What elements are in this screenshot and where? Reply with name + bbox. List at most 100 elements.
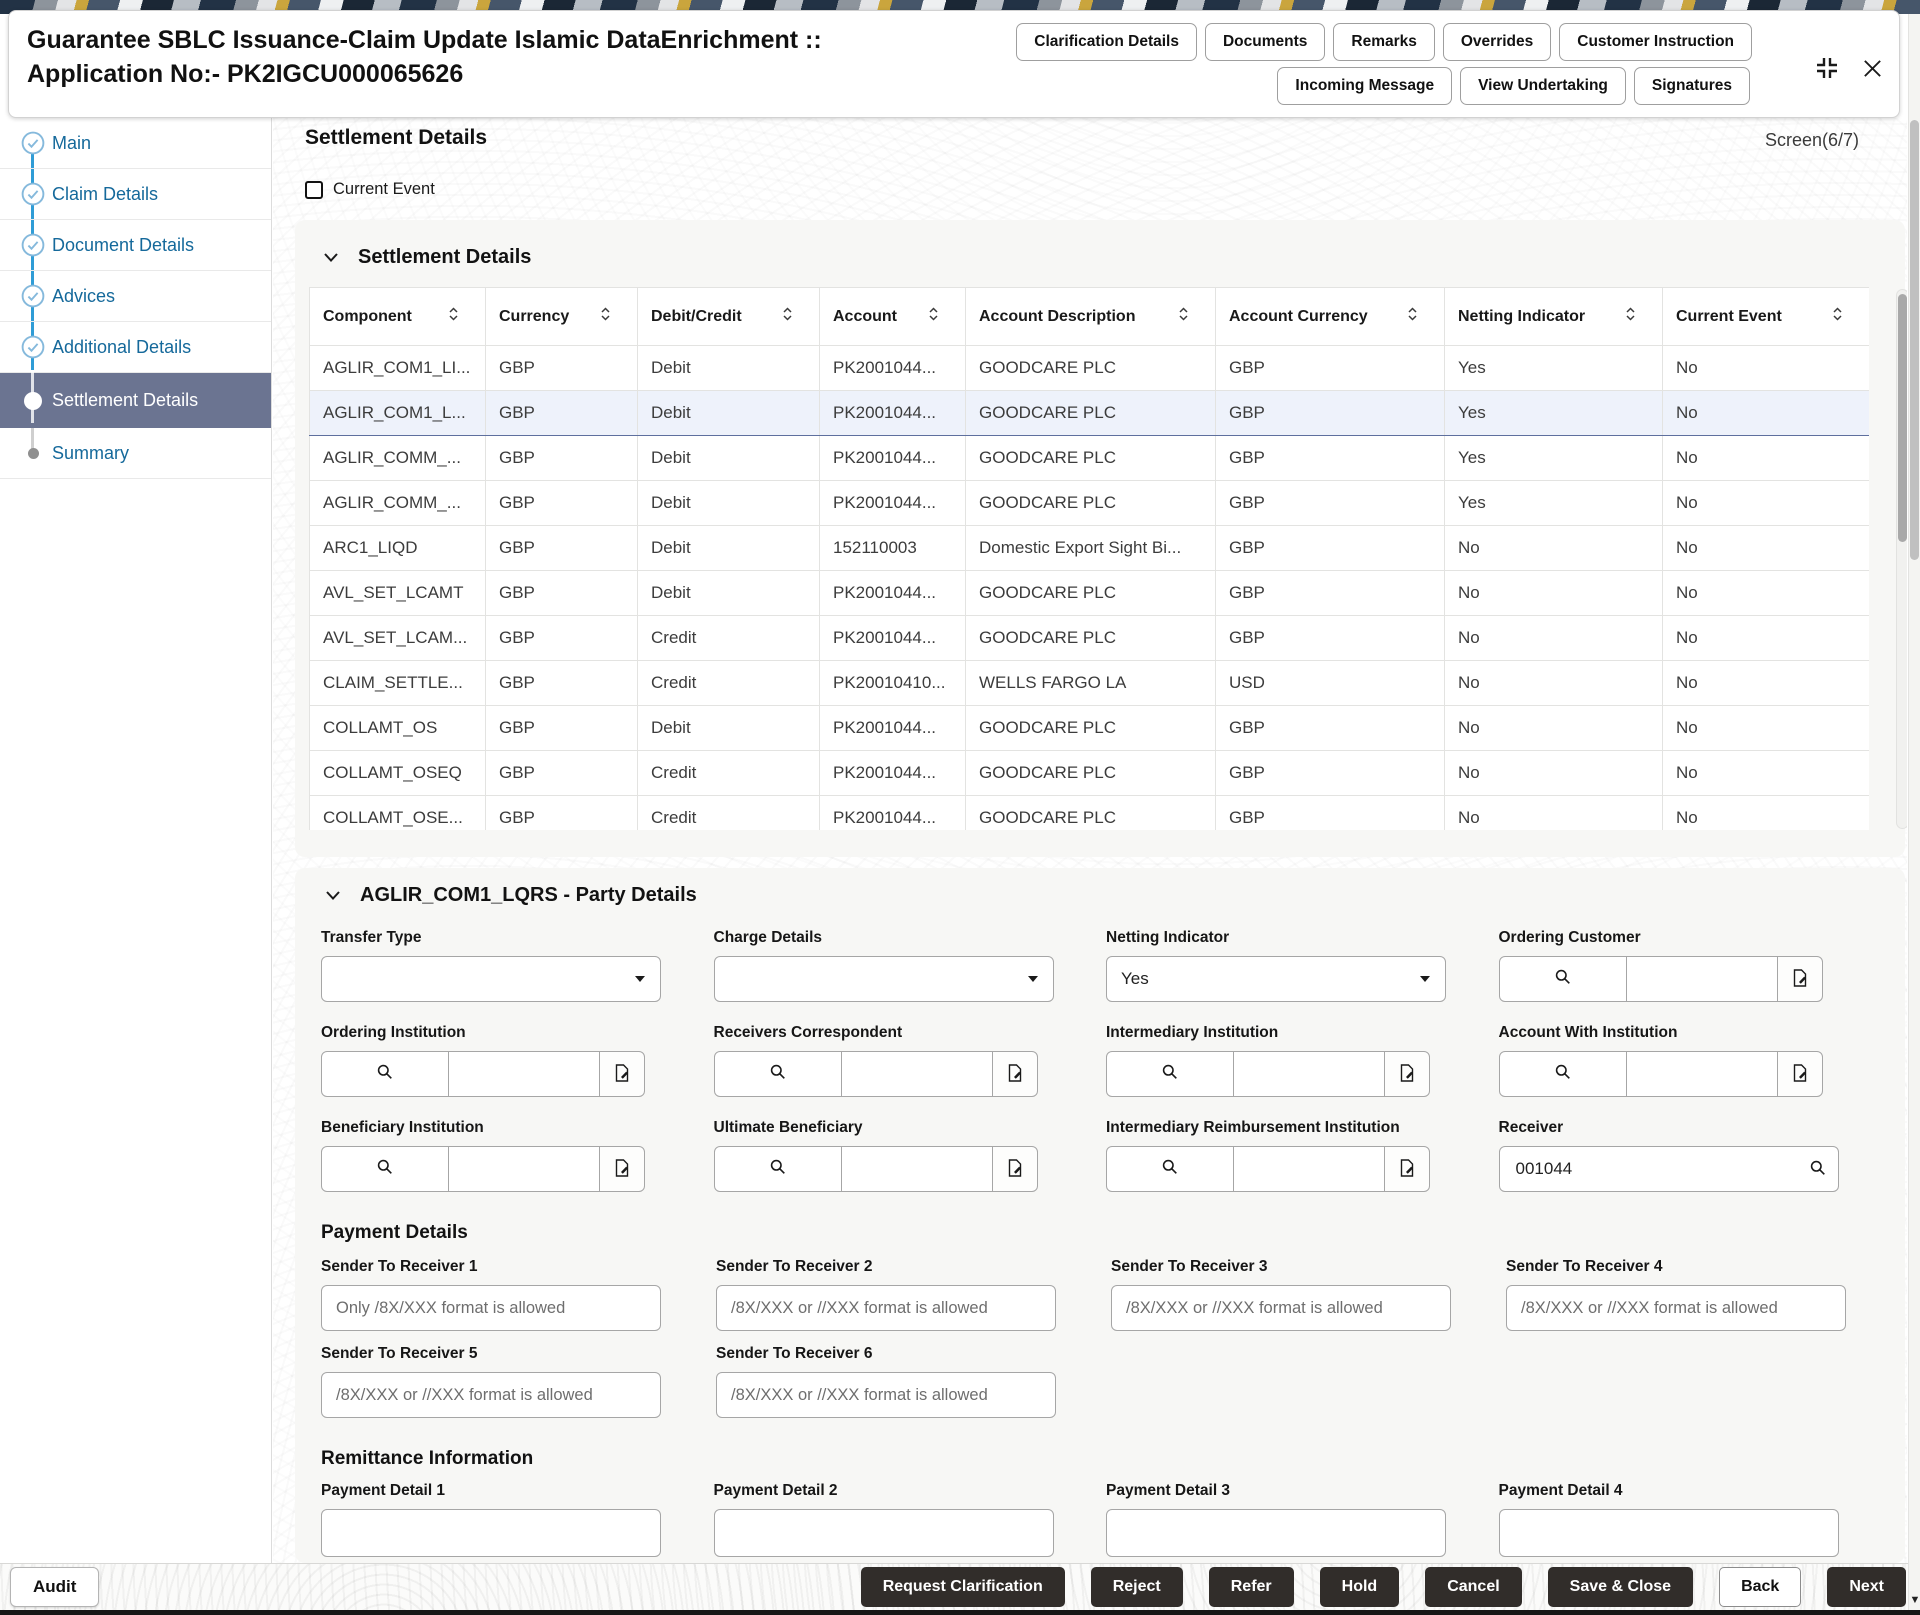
intermediary-institution-text-input[interactable] [1233, 1051, 1385, 1097]
remarks-button[interactable]: Remarks [1333, 23, 1435, 61]
charge-details-select[interactable] [713, 956, 1054, 1002]
sidebar-item-main[interactable]: Main [0, 118, 271, 169]
sidebar-item-settlement-details[interactable]: Settlement Details [0, 373, 271, 428]
receivers-correspondent-details-button[interactable] [991, 1051, 1038, 1097]
intermediary-reimbursement-institution-details-button[interactable] [1384, 1146, 1430, 1192]
payment-detail-2-input[interactable] [713, 1509, 1054, 1557]
receivers-correspondent-text-input[interactable] [840, 1051, 993, 1097]
column-header-component[interactable]: Component [309, 287, 486, 346]
ultimate-beneficiary-details-button[interactable] [991, 1146, 1038, 1192]
table-row[interactable]: COLLAMT_OSE... GBP Credit PK2001044... GOODC… [309, 795, 1869, 830]
ordering-institution-details-button[interactable] [599, 1051, 645, 1097]
sidebar-item-document-details[interactable]: Document Details [0, 220, 271, 271]
next-button[interactable]: Next [1827, 1567, 1906, 1607]
signatures-button[interactable]: Signatures [1633, 67, 1750, 105]
sender-to-receiver-1-input[interactable] [321, 1285, 661, 1331]
table-row[interactable]: AGLIR_COMM_... GBP Debit PK2001044... GOODCA… [309, 480, 1869, 526]
collapse-icon[interactable] [1812, 53, 1842, 83]
receiver-input[interactable] [1498, 1146, 1839, 1192]
sidebar-item-advices[interactable]: Advices [0, 271, 271, 322]
ordering-institution-search-input[interactable] [321, 1051, 449, 1097]
payment-detail-3-input[interactable] [1106, 1509, 1446, 1557]
payment-detail-1-input[interactable] [321, 1509, 661, 1557]
incoming-message-button[interactable]: Incoming Message [1277, 67, 1453, 105]
back-button[interactable]: Back [1719, 1567, 1802, 1607]
cancel-button[interactable]: Cancel [1425, 1567, 1522, 1607]
sender-to-receiver-6-input[interactable] [716, 1372, 1056, 1418]
payment-details-heading: Payment Details [321, 1222, 468, 1243]
sidebar-item-label: Document Details [52, 234, 195, 255]
column-header-debit-credit[interactable]: Debit/Credit [637, 287, 820, 346]
scroll-down-arrow-icon[interactable]: ▼ [1909, 1594, 1920, 1606]
ordering-institution-text-input[interactable] [448, 1051, 600, 1097]
account-with-institution-search-input[interactable] [1498, 1051, 1627, 1097]
field-sender-to-receiver-3: Sender To Receiver 3 [1111, 1258, 1506, 1331]
table-scrollbar-thumb[interactable] [1898, 294, 1907, 542]
ordering-customer-search-input[interactable] [1498, 956, 1627, 1002]
chevron-down-icon[interactable] [321, 886, 345, 905]
sidebar-item-additional-details[interactable]: Additional Details [0, 322, 271, 373]
save-close-button[interactable]: Save & Close [1547, 1567, 1694, 1607]
customer-instruction-button[interactable]: Customer Instruction [1559, 23, 1752, 61]
sender-to-receiver-4-input[interactable] [1506, 1285, 1846, 1331]
cell-account-currency: GBP [1215, 480, 1445, 526]
column-header-account[interactable]: Account [819, 287, 966, 346]
documents-button[interactable]: Documents [1204, 23, 1326, 61]
column-header-currency[interactable]: Currency [485, 287, 638, 346]
intermediary-reimbursement-institution-text-input[interactable] [1233, 1146, 1385, 1192]
reject-button[interactable]: Reject [1090, 1567, 1183, 1607]
beneficiary-institution-details-button[interactable] [599, 1146, 645, 1192]
sidebar-item-summary[interactable]: Summary [0, 428, 271, 479]
ordering-customer-details-button[interactable] [1776, 956, 1823, 1002]
intermediary-reimbursement-institution-search-input[interactable] [1106, 1146, 1234, 1192]
payment-detail-4-input[interactable] [1498, 1509, 1839, 1557]
overrides-button[interactable]: Overrides [1442, 23, 1552, 61]
table-row[interactable]: COLLAMT_OSEQ GBP Credit PK2001044... GOODCAR… [309, 750, 1869, 796]
page-scrollbar[interactable]: ▼ [1908, 14, 1920, 1610]
netting-indicator-select[interactable]: Yes [1106, 956, 1446, 1002]
refer-button[interactable]: Refer [1208, 1567, 1294, 1607]
transfer-type-select[interactable] [321, 956, 661, 1002]
table-row[interactable]: CLAIM_SETTLE... GBP Credit PK20010410... WEL… [309, 660, 1869, 706]
column-header-current-event[interactable]: Current Event [1662, 287, 1869, 346]
chevron-down-icon[interactable] [319, 248, 343, 267]
table-row[interactable]: AGLIR_COM1_L... GBP Debit PK2001044... GOODC… [309, 390, 1869, 436]
footer-bar: Audit Request Clarification Reject Refer Ho… [0, 1563, 1920, 1615]
beneficiary-institution-text-input[interactable] [448, 1146, 600, 1192]
view-undertaking-button[interactable]: View Undertaking [1460, 67, 1626, 105]
column-header-netting-indicator[interactable]: Netting Indicator [1444, 287, 1663, 346]
sender-to-receiver-5-input[interactable] [321, 1372, 661, 1418]
table-scrollbar[interactable] [1896, 289, 1907, 829]
page-scrollbar-thumb[interactable] [1910, 120, 1919, 560]
column-label: Account Currency [1229, 307, 1368, 325]
intermediary-institution-details-button[interactable] [1384, 1051, 1430, 1097]
account-with-institution-text-input[interactable] [1625, 1051, 1778, 1097]
current-event-checkbox[interactable] [305, 180, 323, 199]
step-done-icon [21, 131, 45, 155]
ordering-institution-lookup [321, 1051, 714, 1097]
sidebar-item-claim-details[interactable]: Claim Details [0, 169, 271, 220]
hold-button[interactable]: Hold [1319, 1567, 1400, 1607]
ultimate-beneficiary-text-input[interactable] [840, 1146, 993, 1192]
table-row[interactable]: COLLAMT_OS GBP Debit PK2001044... GOODCARE P… [309, 705, 1869, 751]
table-row[interactable]: AVL_SET_LCAM... GBP Credit PK2001044... GOOD… [309, 615, 1869, 661]
column-header-account-currency[interactable]: Account Currency [1215, 287, 1445, 346]
table-row[interactable]: AGLIR_COM1_LI... GBP Debit PK2001044... GOOD… [309, 345, 1869, 391]
beneficiary-institution-search-input[interactable] [321, 1146, 449, 1192]
table-row[interactable]: AGLIR_COMM_... GBP Debit PK2001044... GOODCA… [309, 435, 1869, 481]
receivers-correspondent-search-input[interactable] [713, 1051, 842, 1097]
sender-to-receiver-3-input[interactable] [1111, 1285, 1451, 1331]
intermediary-institution-search-input[interactable] [1106, 1051, 1234, 1097]
close-icon[interactable] [1860, 56, 1885, 81]
table-row[interactable]: AVL_SET_LCAMT GBP Debit PK2001044... GOODCAR… [309, 570, 1869, 616]
sender-to-receiver-2-input[interactable] [716, 1285, 1056, 1331]
audit-button[interactable]: Audit [10, 1567, 100, 1607]
account-with-institution-details-button[interactable] [1776, 1051, 1823, 1097]
table-row[interactable]: ARC1_LIQD GBP Debit 152110003 Domestic Expor… [309, 525, 1869, 571]
clarification-details-button[interactable]: Clarification Details [1016, 23, 1197, 61]
column-header-account-description[interactable]: Account Description [965, 287, 1216, 346]
ordering-customer-text-input[interactable] [1625, 956, 1778, 1002]
ultimate-beneficiary-search-input[interactable] [713, 1146, 842, 1192]
cell-account-description: GOODCARE PLC [965, 750, 1216, 796]
request-clarification-button[interactable]: Request Clarification [860, 1567, 1065, 1607]
